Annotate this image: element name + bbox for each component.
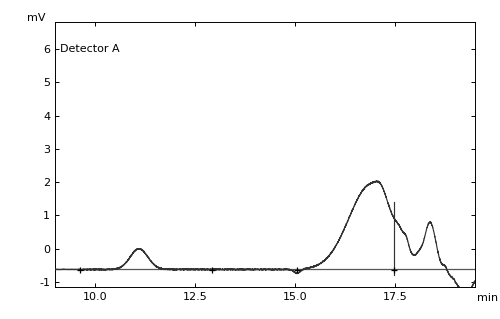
Text: mV: mV xyxy=(26,13,45,23)
Text: Detector A: Detector A xyxy=(60,44,120,54)
Text: min: min xyxy=(477,293,498,303)
